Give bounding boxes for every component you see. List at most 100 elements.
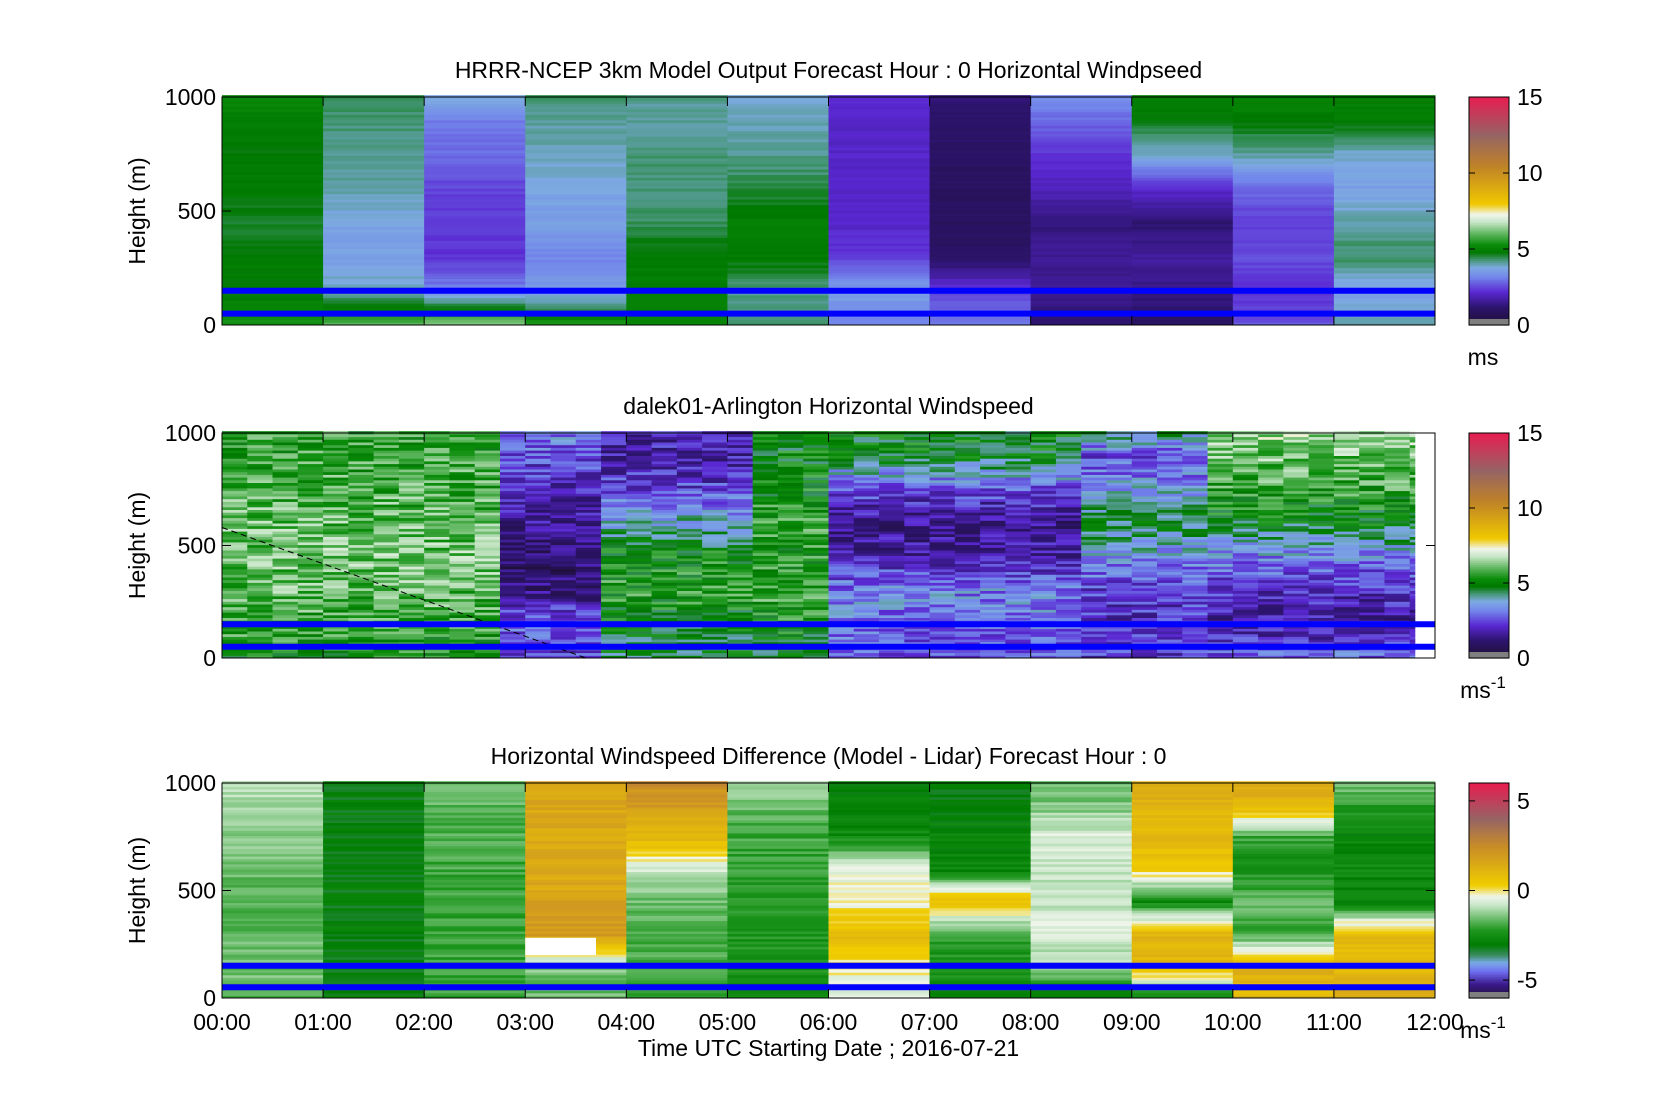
heatmap-cell <box>1207 633 1234 637</box>
heatmap-cell <box>1157 442 1183 446</box>
heatmap-cell <box>803 444 829 448</box>
heatmap-cell <box>525 196 627 200</box>
heatmap-cell <box>525 185 627 189</box>
heatmap-cell <box>1232 163 1335 167</box>
heatmap-cell <box>651 493 678 497</box>
heatmap-cell <box>601 471 627 475</box>
heatmap-cell <box>1232 237 1335 241</box>
heatmap-cell <box>1081 582 1107 586</box>
heatmap-cell <box>879 436 905 440</box>
heatmap-cell <box>651 560 678 564</box>
heatmap-cell <box>1030 568 1057 573</box>
heatmap-cell <box>1283 563 1310 567</box>
heatmap-cell <box>323 128 425 132</box>
heatmap-cell <box>1005 433 1032 438</box>
heatmap-cell <box>1333 631 1360 635</box>
heatmap-cell <box>398 560 425 564</box>
heatmap-cell <box>777 628 804 632</box>
heatmap-cell <box>879 617 905 621</box>
heatmap-cell <box>1005 558 1032 562</box>
heatmap-cell <box>1030 450 1057 454</box>
heatmap-cell <box>272 452 299 456</box>
heatmap-cell <box>222 160 324 165</box>
heatmap-cell <box>1106 533 1133 537</box>
heatmap-cell <box>727 215 829 219</box>
heatmap-cell <box>1030 303 1133 307</box>
heatmap-cell <box>424 555 450 559</box>
heatmap-cell <box>1030 547 1057 551</box>
heatmap-cell <box>727 322 829 326</box>
heatmap-cell <box>499 614 526 618</box>
heatmap-cell <box>752 477 779 481</box>
heatmap-cell <box>626 633 653 637</box>
heatmap-cell <box>929 155 1032 159</box>
heatmap-cell <box>1182 504 1209 508</box>
heatmap-cell <box>1030 128 1133 132</box>
heatmap-cell <box>247 533 274 537</box>
heatmap-cell <box>398 544 425 548</box>
heatmap-cell <box>1258 485 1284 489</box>
heatmap-cell <box>626 550 653 554</box>
heatmap-cell <box>651 466 678 470</box>
heatmap-cell <box>474 604 501 608</box>
heatmap-cell <box>1030 463 1057 467</box>
heatmap-cell <box>424 490 450 494</box>
heatmap-cell <box>525 536 552 540</box>
heatmap-cell <box>1131 595 1158 600</box>
heatmap-cell <box>1258 466 1284 470</box>
heatmap-cell <box>525 130 627 134</box>
heatmap-cell <box>499 444 526 448</box>
heatmap-cell <box>525 160 627 165</box>
heatmap-cell <box>424 100 526 104</box>
heatmap-cell <box>474 490 501 494</box>
heatmap-cell <box>575 528 602 532</box>
heatmap-cell <box>727 466 754 470</box>
heatmap-cell <box>954 579 981 583</box>
heatmap-cell <box>373 579 400 583</box>
heatmap-cell <box>803 587 829 591</box>
heatmap-cell <box>954 458 981 462</box>
heatmap-cell <box>853 474 880 478</box>
heatmap-cell <box>222 212 324 217</box>
heatmap-cell <box>954 509 981 513</box>
heatmap-cell <box>348 631 375 635</box>
heatmap-cell <box>929 106 1032 110</box>
heatmap-cell <box>651 433 678 438</box>
heatmap-cell <box>1030 444 1057 448</box>
heatmap-cell <box>727 641 754 645</box>
heatmap-cell <box>297 474 324 478</box>
heatmap-cell <box>525 316 627 321</box>
heatmap-cell <box>525 593 552 597</box>
heatmap-cell <box>777 612 804 616</box>
heatmap-cell <box>348 558 375 562</box>
heatmap-cell <box>1232 452 1259 456</box>
heatmap-cell <box>1308 560 1335 564</box>
heatmap-cell <box>1131 308 1234 312</box>
heatmap-cell <box>929 490 956 494</box>
heatmap-cell <box>525 169 627 173</box>
heatmap-cell <box>272 590 299 594</box>
heatmap-cell <box>1308 544 1335 548</box>
heatmap-cell <box>1081 501 1107 505</box>
heatmap-cell <box>879 555 905 559</box>
heatmap-cell <box>626 242 728 247</box>
heatmap-cell <box>1131 193 1234 197</box>
heatmap-cell <box>1258 442 1284 446</box>
heatmap-cell <box>803 631 829 635</box>
heatmap-cell <box>676 501 703 505</box>
heatmap-cell <box>1157 504 1183 508</box>
heatmap-cell <box>651 482 678 486</box>
heatmap-cell <box>550 558 577 562</box>
heatmap-cell <box>499 520 526 524</box>
heatmap-cell <box>1232 509 1259 513</box>
heatmap-cell <box>879 514 905 519</box>
heatmap-cell <box>525 574 552 578</box>
heatmap-cell <box>449 577 476 581</box>
heatmap-cell <box>1055 479 1082 483</box>
heatmap-cell <box>929 240 1032 244</box>
heatmap-cell <box>777 523 804 527</box>
heatmap-cell <box>499 633 526 637</box>
heatmap-cell <box>373 512 400 516</box>
heatmap-cell <box>752 436 779 440</box>
heatmap-cell <box>828 256 931 260</box>
